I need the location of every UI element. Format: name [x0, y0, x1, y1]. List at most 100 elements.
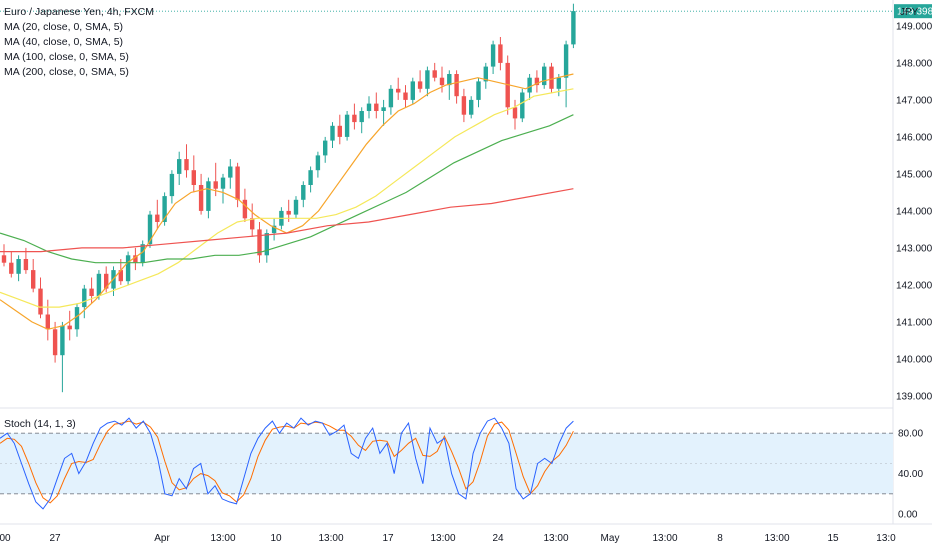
- stoch-tick-label: 40.00: [898, 469, 923, 480]
- candle-body: [417, 81, 423, 89]
- time-tick-label: May: [601, 533, 620, 544]
- ma40-legend[interactable]: MA (40, close, 0, SMA, 5): [4, 36, 124, 48]
- time-tick-label: 13:00: [764, 533, 789, 544]
- last-price-label: 149.398: [897, 7, 932, 18]
- candle-body: [352, 114, 357, 123]
- candle-body: [286, 210, 291, 215]
- ma100-legend[interactable]: MA (100, close, 0, SMA, 5): [4, 51, 129, 63]
- candle: [366, 96, 372, 119]
- time-tick-label: 27: [49, 533, 61, 544]
- price-pane: [0, 0, 932, 525]
- ma200-line: [0, 188, 574, 253]
- candle-body: [271, 225, 277, 234]
- candle-body: [140, 244, 145, 263]
- candle: [271, 218, 277, 241]
- candle-body: [9, 262, 14, 274]
- candle-body: [23, 259, 29, 271]
- candle: [417, 70, 423, 93]
- candle-body: [162, 196, 167, 222]
- candle: [31, 259, 36, 293]
- candle-body: [344, 114, 350, 137]
- candle: [396, 77, 401, 100]
- candle-body: [476, 81, 481, 100]
- candle-body: [403, 92, 408, 100]
- stoch-k-line: [0, 417, 574, 510]
- candle-body: [483, 66, 488, 82]
- currency-label: JPY: [900, 7, 919, 18]
- candle: [512, 99, 518, 130]
- candle-body: [542, 66, 547, 86]
- candle: [228, 159, 233, 189]
- candle-body: [490, 44, 496, 67]
- price-tick-label: 144.000: [896, 206, 932, 217]
- candle: [198, 173, 204, 215]
- candle-body: [381, 107, 386, 111]
- candle-body: [308, 170, 313, 185]
- candle-body: [498, 44, 503, 63]
- price-tick-label: 145.000: [896, 169, 932, 180]
- candle-body: [38, 288, 43, 315]
- candle-body: [337, 125, 342, 137]
- candle-body: [16, 259, 21, 274]
- candle-body: [96, 273, 102, 296]
- candle-body: [439, 77, 445, 86]
- candle-body: [60, 325, 65, 356]
- ma200-legend[interactable]: MA (200, close, 0, SMA, 5): [4, 66, 129, 78]
- candle-body: [147, 214, 153, 245]
- candle: [563, 40, 569, 108]
- candle-body: [125, 255, 131, 282]
- candle-body: [118, 270, 123, 282]
- stochastic-pane: [0, 417, 893, 510]
- candle: [96, 270, 102, 300]
- candle: [461, 88, 467, 123]
- candle-body: [45, 314, 50, 330]
- stoch-d-line: [0, 420, 574, 504]
- candle: [403, 85, 408, 108]
- candle: [571, 3, 576, 49]
- ma20-legend[interactable]: MA (20, close, 0, SMA, 5): [4, 21, 124, 33]
- price-tick-label: 141.000: [896, 317, 932, 328]
- price-tick-label: 149.000: [896, 21, 932, 32]
- candle-body: [104, 273, 109, 289]
- candle: [490, 40, 496, 74]
- candle: [257, 222, 262, 263]
- candle-body: [323, 140, 328, 156]
- candle-body: [447, 74, 452, 86]
- price-tick-label: 148.000: [896, 58, 932, 69]
- candle-body: [556, 77, 561, 89]
- candle: [534, 70, 540, 93]
- candle: [74, 303, 80, 337]
- candle-body: [169, 173, 175, 197]
- candle-body: [74, 307, 80, 330]
- time-tick-label: 17: [382, 533, 394, 544]
- price-tick-label: 143.000: [896, 243, 932, 254]
- candle-body: [359, 111, 364, 123]
- candle-body: [374, 103, 379, 111]
- symbol-title[interactable]: Euro / Japanese Yen, 4h, FXCM: [4, 6, 155, 18]
- candle-body: [425, 70, 430, 89]
- candle-body: [461, 96, 467, 115]
- candle-body: [184, 159, 189, 171]
- candle-body: [89, 288, 94, 296]
- candle-body: [563, 44, 569, 78]
- ma40-line: [0, 88, 574, 308]
- candle-body: [388, 88, 394, 108]
- candle: [220, 173, 226, 204]
- candle-body: [366, 103, 372, 111]
- candle-body: [206, 181, 211, 211]
- stoch-legend[interactable]: Stoch (14, 1, 3): [4, 418, 76, 430]
- candle-body: [432, 70, 437, 78]
- time-tick-label: 13:00: [210, 533, 235, 544]
- candle: [23, 247, 29, 274]
- candle-body: [31, 270, 36, 289]
- candle: [133, 247, 138, 271]
- candle-body: [242, 199, 248, 219]
- candle-body: [228, 166, 233, 178]
- candle-body: [198, 185, 204, 211]
- candle-body: [133, 255, 138, 263]
- candle-body: [396, 88, 401, 93]
- price-tick-label: 139.000: [896, 391, 932, 402]
- candle-body: [220, 177, 226, 189]
- candle: [498, 37, 503, 71]
